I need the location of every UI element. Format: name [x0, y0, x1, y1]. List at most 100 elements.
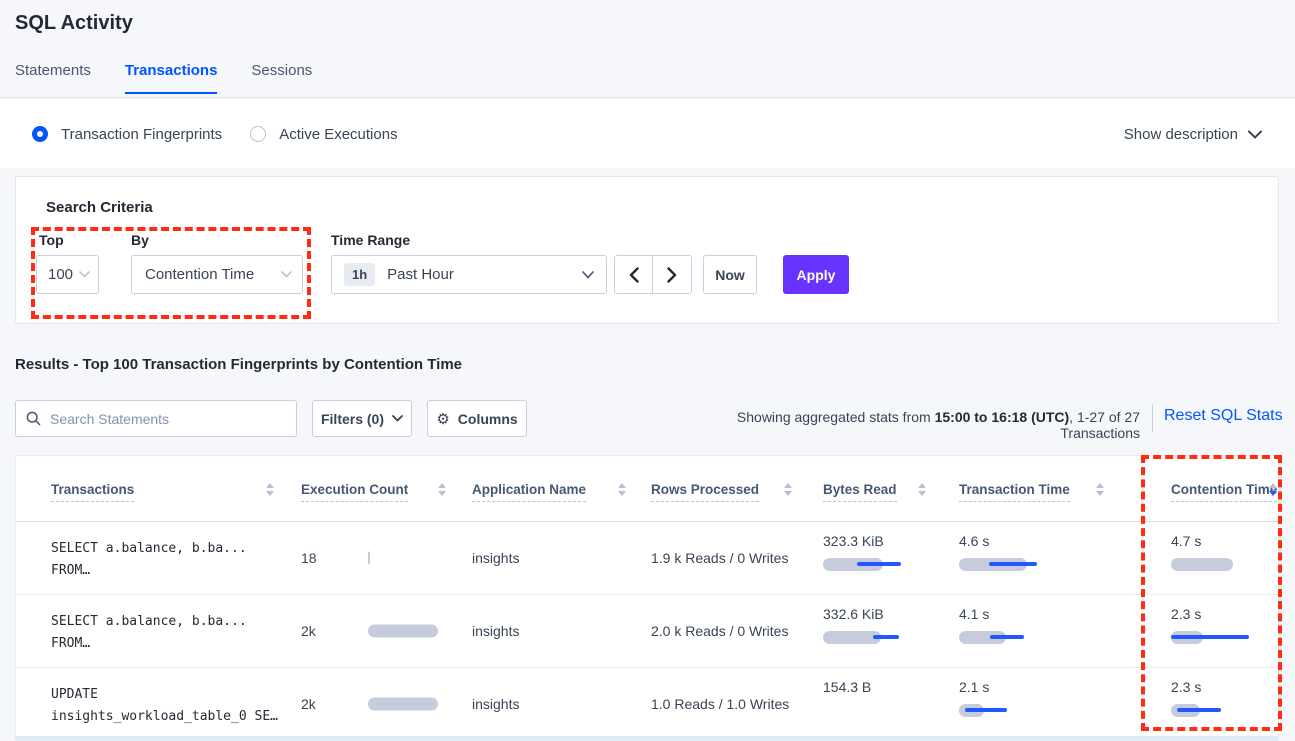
- search-statements-box: [15, 400, 297, 437]
- transaction-time-value: 4.6 s: [959, 533, 990, 549]
- contention-time: 2.3 s: [1171, 606, 1295, 644]
- bar-blue-line: [1177, 708, 1221, 712]
- bytes-read: 332.6 KiB: [823, 606, 963, 644]
- search-criteria-card: Search Criteria Top By Time Range 100 Co…: [15, 176, 1279, 324]
- transaction-fingerprint-text[interactable]: SELECT a.balance, b.ba... FROM…: [51, 541, 247, 578]
- transaction-time-bar: [959, 558, 1099, 571]
- filters-button-label: Filters (0): [320, 410, 384, 427]
- tab-transactions[interactable]: Transactions: [124, 62, 218, 94]
- column-header-execution-count[interactable]: Execution Count: [301, 482, 409, 502]
- reset-sql-stats-link[interactable]: Reset SQL Stats: [1164, 407, 1283, 424]
- column-header-transaction-time[interactable]: Transaction Time: [959, 482, 1070, 502]
- chevron-down-icon: [582, 270, 594, 279]
- column-header-label: Execution Count: [301, 482, 409, 502]
- bar-gray: [959, 631, 1006, 644]
- table-header-row: Transactions Execution Count Application N…: [16, 456, 1278, 522]
- execution-count-value: 2k: [301, 696, 316, 712]
- by-select-value: Contention Time: [145, 266, 255, 283]
- contention-time-bar: [1171, 558, 1295, 571]
- bytes-read-bar: [823, 631, 963, 644]
- column-header-bytes-read[interactable]: Bytes Read: [823, 482, 897, 502]
- sort-icon[interactable]: [618, 483, 626, 496]
- by-select[interactable]: Contention Time: [131, 255, 303, 294]
- sort-icon[interactable]: [438, 483, 446, 496]
- time-range-prev-button[interactable]: [615, 256, 654, 293]
- sort-asc-arrow: [1096, 483, 1104, 488]
- chevron-left-icon: [629, 266, 639, 283]
- results-title: Results - Top 100 Transaction Fingerprin…: [15, 356, 463, 373]
- chevron-down-icon: [281, 271, 292, 278]
- chevron-down-icon: [392, 415, 403, 422]
- rows-processed-value: 1.9 k Reads / 0 Writes: [651, 550, 789, 566]
- search-icon: [26, 411, 41, 426]
- transaction-time-bar: [959, 631, 1099, 644]
- transaction-time-bar: [959, 704, 1099, 717]
- stats-summary: Showing aggregated stats from 15:00 to 1…: [736, 409, 1140, 441]
- execution-count-bar: [368, 624, 438, 638]
- chevron-down-icon: [1248, 130, 1262, 139]
- sort-icon[interactable]: [266, 483, 274, 496]
- column-header-label: Bytes Read: [823, 482, 897, 502]
- sort-asc-arrow: [438, 483, 446, 488]
- bar-blue-line: [1171, 635, 1249, 639]
- time-range-select[interactable]: 1h Past Hour: [331, 255, 607, 294]
- show-description-toggle[interactable]: Show description: [1124, 100, 1262, 168]
- radio-transaction-fingerprints[interactable]: Transaction Fingerprints: [32, 126, 222, 143]
- column-header-label: Transactions: [51, 482, 135, 502]
- sort-icon[interactable]: [1269, 483, 1277, 496]
- column-header-label: Transaction Time: [959, 482, 1070, 502]
- tab-sessions[interactable]: Sessions: [251, 62, 313, 79]
- bytes-read-value: 323.3 KiB: [823, 533, 884, 549]
- column-header-transactions[interactable]: Transactions: [51, 482, 135, 502]
- tab-statements[interactable]: Statements: [15, 62, 91, 79]
- apply-button[interactable]: Apply: [783, 255, 849, 294]
- column-header-contention-time[interactable]: Contention Time: [1171, 482, 1278, 502]
- table-row[interactable]: SELECT a.balance, b.ba... FROM… 18 insight…: [16, 522, 1278, 595]
- bytes-read-bar: [823, 558, 963, 571]
- bytes-read-value: 332.6 KiB: [823, 606, 884, 622]
- bar-blue-line: [989, 562, 1037, 566]
- table-row[interactable]: UPDATE insights_workload_table_0 SE… 2k in…: [16, 668, 1278, 741]
- column-header-label: Application Name: [472, 482, 587, 502]
- contention-time-bar: [1171, 704, 1295, 717]
- transaction-time-value: 4.1 s: [959, 606, 990, 622]
- radio-active-executions[interactable]: Active Executions: [250, 126, 398, 143]
- transaction-fingerprint-text[interactable]: SELECT a.balance, b.ba... FROM…: [51, 614, 247, 651]
- view-toggle-strip: Transaction Fingerprints Active Executio…: [0, 100, 1295, 168]
- now-button[interactable]: Now: [703, 255, 757, 294]
- bar-blue-line: [965, 708, 1007, 712]
- time-range-next-button[interactable]: [653, 256, 691, 293]
- execution-count-bar: [368, 551, 370, 565]
- sort-desc-arrow: [266, 491, 274, 496]
- contention-time: 4.7 s: [1171, 533, 1295, 571]
- contention-time-value: 4.7 s: [1171, 533, 1202, 549]
- transaction-time: 4.1 s: [959, 606, 1099, 644]
- columns-button[interactable]: ⚙ Columns: [427, 400, 527, 437]
- page-title: SQL Activity: [15, 12, 133, 34]
- next-row-edge: [15, 736, 1279, 740]
- sort-desc-arrow: [438, 491, 446, 496]
- sort-icon[interactable]: [918, 483, 926, 496]
- sort-icon[interactable]: [1096, 483, 1104, 496]
- sort-desc-arrow: [618, 491, 626, 496]
- bar-blue-line: [873, 635, 899, 639]
- contention-time-bar: [1171, 631, 1295, 644]
- top-select[interactable]: 100: [36, 255, 99, 294]
- filters-button[interactable]: Filters (0): [312, 400, 412, 437]
- sort-desc-arrow: [1096, 491, 1104, 496]
- sort-icon[interactable]: [784, 483, 792, 496]
- transaction-time-value: 2.1 s: [959, 679, 990, 695]
- table-row[interactable]: SELECT a.balance, b.ba... FROM… 2k insight…: [16, 595, 1278, 668]
- time-range-value: Past Hour: [387, 266, 454, 283]
- column-header-application-name[interactable]: Application Name: [472, 482, 587, 502]
- time-range-field-label: Time Range: [331, 232, 411, 248]
- sort-desc-arrow: [918, 491, 926, 496]
- transaction-fingerprint-text[interactable]: UPDATE insights_workload_table_0 SE…: [51, 687, 278, 724]
- bar-gray: [823, 631, 881, 644]
- tab-bar: Statements Transactions Sessions: [15, 62, 312, 94]
- search-statements-input[interactable]: [50, 410, 286, 427]
- sort-desc-arrow: [1269, 491, 1277, 496]
- execution-count-value: 2k: [301, 623, 316, 639]
- column-header-rows-processed[interactable]: Rows Processed: [651, 482, 760, 502]
- radio-label: Transaction Fingerprints: [61, 125, 223, 143]
